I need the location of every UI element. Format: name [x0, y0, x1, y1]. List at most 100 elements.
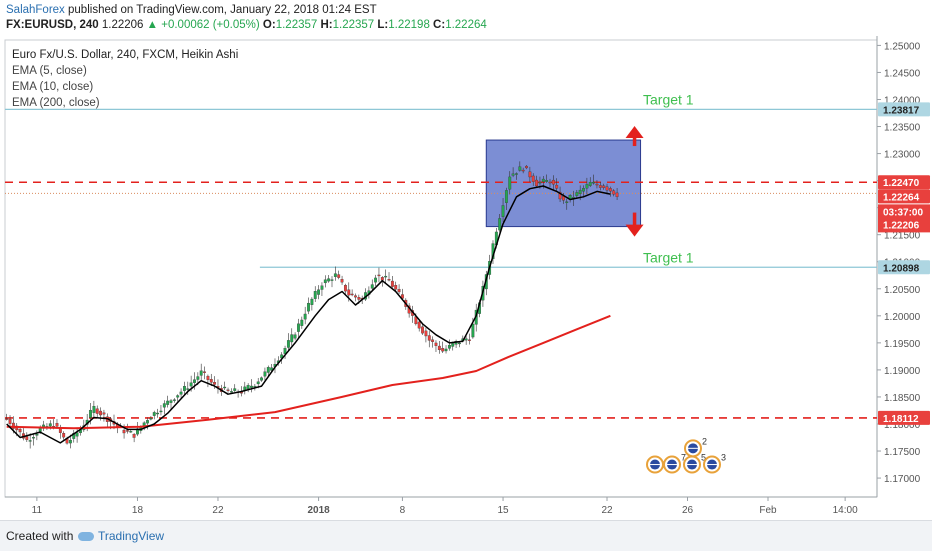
- y-tick-label-12: 1.19000: [884, 366, 921, 377]
- consolidation-box: [485, 139, 642, 228]
- arrow-up-icon: ▲: [146, 19, 159, 31]
- tradingview-logo[interactable]: TradingView: [78, 529, 164, 543]
- candle-body-95: [323, 279, 327, 284]
- low-value: 1.22198: [388, 19, 430, 31]
- candle-body-0: [5, 418, 9, 420]
- candle-body-93: [317, 289, 321, 295]
- y-tick-label-9: 1.20500: [884, 285, 921, 296]
- event-badge-a[interactable]: [646, 455, 664, 474]
- candle-body-178: [602, 185, 606, 188]
- candle-body-161: [545, 180, 549, 182]
- author-link[interactable]: SalahForex: [6, 4, 65, 16]
- price-tag-support-text: 1.18112: [883, 414, 919, 425]
- price-tag-resistance-bg: [878, 175, 930, 190]
- price-tag-current-text: 1.22264: [883, 192, 920, 203]
- event-badge-7-count: 7: [681, 453, 686, 463]
- y-tick-label-14: 1.18000: [884, 420, 921, 431]
- price-tag-current-bg: [878, 189, 930, 204]
- chart-legend: Euro Fx/U.S. Dollar, 240, FXCM, Heikin A…: [12, 47, 238, 111]
- candle-body-83: [283, 348, 287, 354]
- candle-body-137: [464, 338, 468, 341]
- candle-body-118: [401, 294, 404, 299]
- candle-body-28: [99, 410, 103, 416]
- candle-body-172: [582, 188, 585, 192]
- candle-body-9: [35, 433, 39, 436]
- candle-body-171: [578, 189, 582, 194]
- y-tick-label-16: 1.17000: [884, 474, 921, 485]
- candle-body-133: [451, 343, 455, 347]
- candle-body-114: [387, 279, 391, 281]
- price-tag-last-text: 1.22206: [883, 220, 920, 231]
- price-tag-countdown-bg: [878, 204, 930, 233]
- candle-body-109: [370, 284, 374, 289]
- candle-body-15: [55, 423, 59, 427]
- chart-area[interactable]: Target 1 Target 1 1.25000 1.24500 1.24000 1.…: [0, 36, 932, 520]
- candle-body-160: [541, 178, 545, 182]
- candle-body-175: [592, 181, 596, 184]
- candle-body-62: [213, 382, 217, 385]
- candle-body-124: [421, 326, 424, 334]
- close-value: 1.22264: [445, 19, 487, 31]
- x-tick-label-8: Feb: [759, 505, 777, 516]
- candle-body-105: [357, 297, 361, 300]
- candle-body-8: [32, 437, 35, 439]
- candle-body-10: [38, 428, 42, 432]
- candle-body-181: [612, 190, 616, 195]
- candle-body-55: [189, 382, 193, 387]
- candle-body-112: [380, 277, 384, 281]
- candle-body-47: [162, 403, 166, 408]
- high-label: H:: [320, 19, 333, 31]
- candle-body-96: [327, 278, 331, 282]
- candle-body-131: [444, 348, 448, 352]
- candle-body-19: [68, 439, 72, 444]
- event-badge-5-count: 5: [701, 453, 706, 463]
- event-badge-3[interactable]: 3: [703, 453, 726, 474]
- candle-body-73: [250, 385, 253, 388]
- candle-body-103: [350, 293, 354, 296]
- candle-body-50: [172, 399, 176, 401]
- legend-study-ema5[interactable]: EMA (5, close): [12, 65, 87, 77]
- arrow-down-head: [625, 224, 644, 237]
- candle-body-39: [136, 428, 139, 435]
- candle-body-87: [297, 323, 300, 332]
- candle-body-111: [377, 274, 381, 277]
- candle-body-156: [528, 171, 532, 178]
- candle-body-7: [28, 440, 32, 442]
- created-with-label: Created with: [6, 529, 74, 543]
- candle-body-102: [347, 289, 351, 296]
- legend-study-ema10[interactable]: EMA (10, close): [12, 81, 94, 93]
- x-tick-label-0: 11: [32, 505, 43, 516]
- event-badge-5[interactable]: 5: [683, 453, 706, 474]
- y-tick-label-13: 1.18500: [884, 393, 921, 404]
- candle-body-36: [125, 430, 129, 432]
- tradingview-cloud-icon: [78, 532, 94, 542]
- event-badge-7[interactable]: 7: [663, 453, 686, 474]
- candle-body-56: [193, 379, 196, 383]
- candle-body-115: [390, 280, 394, 287]
- x-tick-label-9: 14:00: [833, 505, 858, 516]
- event-badge-2-count: 2: [702, 436, 707, 446]
- candle-body-149: [504, 190, 508, 203]
- y-tick-label-7: 1.21500: [884, 231, 921, 242]
- candle-body-61: [209, 379, 213, 383]
- candle-body-53: [183, 386, 186, 391]
- candle-body-113: [384, 275, 388, 278]
- candle-body-89: [303, 313, 307, 320]
- candle-body-85: [290, 334, 294, 343]
- candle-body-148: [501, 205, 505, 217]
- arrow-up-icon: [625, 126, 644, 147]
- candle-body-1: [8, 418, 12, 424]
- ema-fast-line: [6, 185, 611, 444]
- price-tag-countdown-text: 03:37:00: [883, 207, 923, 218]
- candle-body-180: [608, 188, 612, 192]
- candle-body-42: [146, 420, 149, 424]
- legend-study-ema200[interactable]: EMA (200, close): [12, 97, 100, 109]
- candle-body-38: [132, 434, 136, 438]
- event-badge-2[interactable]: 2: [684, 436, 707, 458]
- candle-body-127: [431, 339, 435, 342]
- candle-body-44: [152, 412, 156, 416]
- candle-body-116: [394, 284, 398, 290]
- x-tick-label-2: 22: [212, 505, 224, 516]
- candle-body-174: [588, 181, 592, 186]
